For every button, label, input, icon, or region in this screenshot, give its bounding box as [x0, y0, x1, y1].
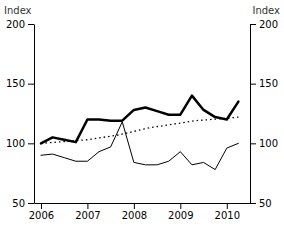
tick-mark	[28, 24, 34, 25]
y-axis-label: Index	[4, 5, 32, 16]
tick: 50	[12, 198, 34, 209]
tick: 2006	[29, 203, 54, 221]
y2-axis-line	[250, 25, 251, 204]
tick-mark	[87, 203, 88, 209]
tick: 2008	[122, 203, 147, 221]
tick-label: 200	[259, 19, 278, 30]
tick-mark	[28, 143, 34, 144]
tick-label: 50	[259, 198, 272, 209]
tick-label: 2009	[168, 210, 193, 221]
tick-label: 2007	[75, 210, 100, 221]
tick-label: 2006	[29, 210, 54, 221]
tick: 2010	[215, 203, 240, 221]
tick-mark	[180, 203, 181, 209]
tick-label: 2010	[215, 210, 240, 221]
tick: 100	[250, 138, 278, 149]
plot: 2006 2007 2008 2009 2010 50 100 150 200 50 100 150 2…	[6, 19, 278, 221]
tick-label: 100	[259, 138, 278, 149]
tick-mark	[227, 203, 228, 209]
tick-mark	[28, 84, 34, 85]
tick: 200	[6, 19, 34, 30]
tick: 200	[250, 19, 278, 30]
tick-label: 150	[259, 78, 278, 89]
x-axis: 2006 2007 2008 2009 2010	[29, 203, 251, 221]
y-axis: 50 100 150 200	[6, 19, 35, 209]
series-line	[41, 122, 238, 170]
tick-label: 100	[6, 138, 25, 149]
series-line	[41, 117, 238, 143]
tick-mark	[134, 203, 135, 209]
tick-mark	[28, 203, 34, 204]
tick-mark	[250, 203, 256, 204]
y-axis-line	[34, 25, 35, 204]
y2-axis-label: Index	[252, 5, 280, 16]
tick-mark	[250, 84, 256, 85]
tick-mark	[250, 143, 256, 144]
tick-label: 150	[6, 78, 25, 89]
y2-axis: 50 100 150 200	[250, 19, 278, 209]
tick: 2007	[75, 203, 100, 221]
tick-mark	[41, 203, 42, 209]
tick: 50	[250, 198, 272, 209]
tick: 2009	[168, 203, 193, 221]
series-line	[41, 96, 238, 144]
lines	[41, 96, 238, 170]
tick: 150	[6, 78, 34, 89]
tick-mark	[250, 24, 256, 25]
chart: 2006 2007 2008 2009 2010 50 100 150 200 50 100 150 2…	[0, 0, 284, 227]
tick: 100	[6, 138, 34, 149]
tick-label: 200	[6, 19, 25, 30]
tick-label: 2008	[122, 210, 147, 221]
x-axis-line	[35, 203, 251, 204]
tick: 150	[250, 78, 278, 89]
tick-label: 50	[12, 198, 25, 209]
